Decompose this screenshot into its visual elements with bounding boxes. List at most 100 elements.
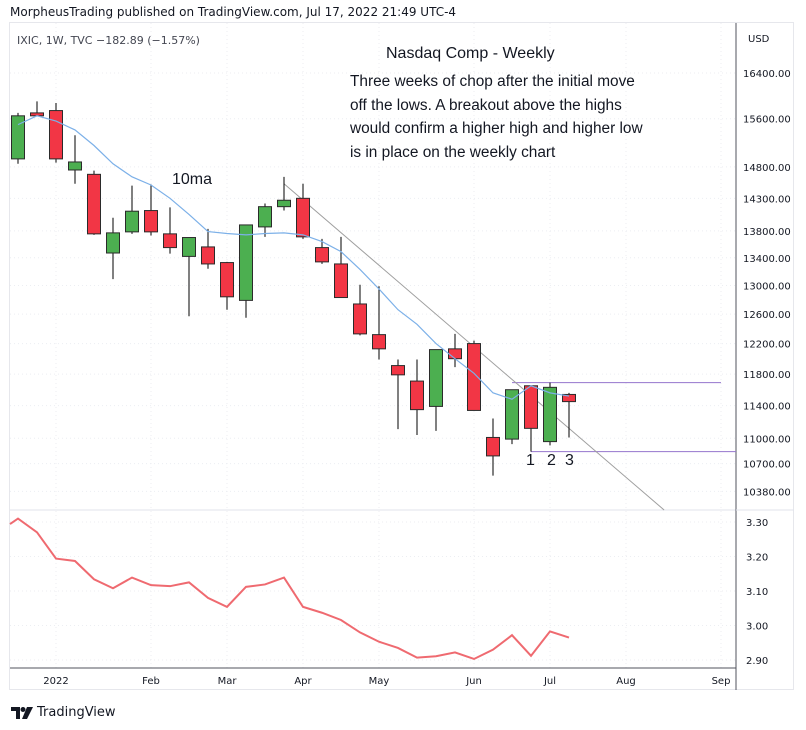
candle: [486, 418, 500, 476]
time-tick-label: Aug: [616, 676, 636, 687]
price-tick-label: 14300.00: [743, 194, 791, 205]
candle-body: [220, 262, 234, 298]
candle-body: [467, 343, 481, 411]
lower-tick-label: 3.10: [746, 587, 768, 598]
price-tick-label: 10380.00: [743, 487, 791, 498]
price-tick-label: 13000.00: [743, 281, 791, 292]
candle-body: [258, 206, 272, 228]
ma10-line: [17, 115, 570, 400]
candle-body: [201, 246, 215, 265]
candle-body: [486, 436, 500, 457]
candle: [543, 382, 557, 446]
candle-body: [448, 348, 462, 360]
time-tick-label: Sep: [712, 676, 731, 687]
price-tick-label: 11400.00: [743, 402, 791, 413]
candle-body: [277, 199, 291, 208]
candle: [182, 237, 196, 317]
candle-body: [524, 385, 538, 429]
price-tick-label: 16400.00: [743, 69, 791, 80]
candle-body: [87, 173, 101, 235]
candle: [296, 183, 310, 239]
candle-body: [296, 197, 310, 238]
candle: [562, 392, 576, 438]
candle-body: [391, 365, 405, 376]
symbol-legend[interactable]: IXIC, 1W, TVC −182.89 (−1.57%): [17, 34, 200, 47]
lower-tick-label: 2.90: [746, 656, 768, 667]
candle: [429, 349, 443, 431]
annotation-title: Nasdaq Comp - Weekly: [386, 45, 555, 62]
candle: [277, 176, 291, 211]
publisher-line: MorpheusTrading published on TradingView…: [10, 5, 457, 19]
candle: [467, 340, 481, 411]
candle-body: [182, 237, 196, 257]
lower-pane-line: [9, 517, 570, 661]
candle: [11, 112, 25, 164]
annotation-count-2: 2: [547, 452, 556, 469]
candle-body: [334, 263, 348, 299]
candle: [30, 101, 44, 117]
price-tick-label: 12600.00: [743, 310, 791, 321]
candle: [49, 103, 63, 163]
candle-body: [372, 334, 386, 350]
currency-label: USD: [748, 34, 770, 45]
time-tick-label: Apr: [294, 676, 312, 687]
candle-body: [49, 110, 63, 160]
annotation-body: Three weeks of chop after the initial mo…: [350, 73, 643, 161]
annotation-count-1: 1: [526, 452, 535, 469]
price-tick-label: 13400.00: [743, 254, 791, 265]
lower-tick-label: 3.20: [746, 553, 768, 564]
candle: [220, 261, 234, 310]
price-tick-label: 11800.00: [743, 370, 791, 381]
time-tick-label: Jul: [543, 676, 556, 687]
candle: [239, 224, 253, 318]
price-tick-label: 13800.00: [743, 227, 791, 238]
time-tick-label: 2022: [43, 676, 68, 687]
candle-body: [315, 247, 329, 263]
candle-body: [505, 389, 519, 440]
candle: [372, 286, 386, 360]
candle-body: [125, 210, 139, 233]
price-tick-label: 10700.00: [743, 460, 791, 471]
price-tick-label: 11000.00: [743, 434, 791, 445]
candle-body: [144, 210, 158, 233]
time-tick-label: Mar: [218, 676, 238, 687]
candle-body: [353, 303, 367, 335]
candle-body: [11, 115, 25, 160]
candle: [258, 203, 272, 237]
candle: [334, 236, 348, 299]
candle: [87, 170, 101, 235]
candle-body: [543, 386, 557, 443]
candle-body: [562, 393, 576, 403]
candle-body: [68, 161, 82, 171]
lower-tick-label: 3.00: [746, 622, 768, 633]
price-tick-label: 15600.00: [743, 115, 791, 126]
candle-body: [239, 224, 253, 301]
time-tick-label: May: [369, 676, 390, 687]
brand-name: TradingView: [37, 705, 116, 720]
lower-tick-label: 3.30: [746, 518, 768, 529]
candle: [201, 228, 215, 269]
annotation-ma-label: 10ma: [172, 171, 213, 188]
chart-frame: [9, 22, 794, 690]
candle: [391, 359, 405, 430]
candle: [410, 359, 424, 435]
candle-body: [163, 233, 177, 249]
price-tick-label: 14800.00: [743, 163, 791, 174]
candle: [315, 238, 329, 264]
time-tick-label: Jun: [465, 676, 482, 687]
candle: [144, 184, 158, 236]
candle: [353, 284, 367, 336]
candle: [524, 385, 538, 452]
candle: [125, 185, 139, 234]
candle-body: [429, 349, 443, 407]
candle-body: [106, 232, 120, 254]
candle: [106, 217, 120, 280]
price-tick-label: 12200.00: [743, 340, 791, 351]
candle: [163, 207, 177, 254]
tradingview-logo-icon: [11, 706, 33, 719]
candle: [68, 135, 82, 184]
tradingview-brand[interactable]: TradingView: [11, 705, 116, 720]
annotation-count-3: 3: [565, 452, 574, 469]
candle-body: [410, 380, 424, 411]
